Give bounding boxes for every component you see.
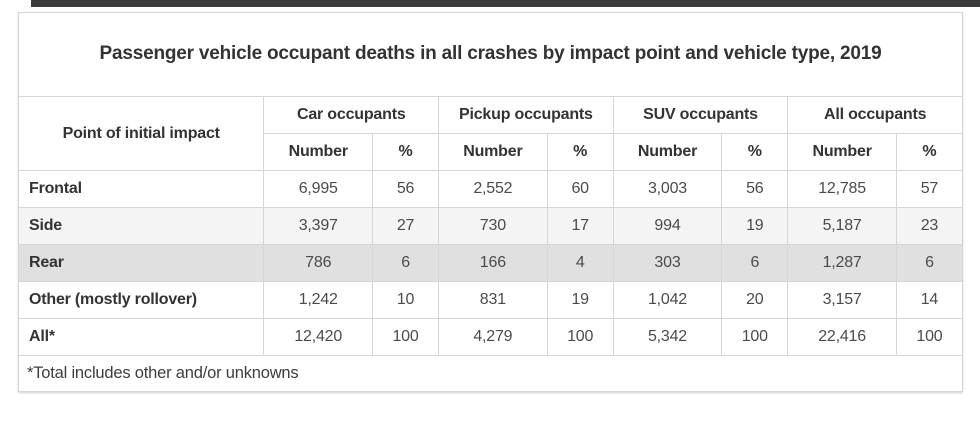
number-cell: 5,187 [787,207,897,245]
percent-cell: 6 [721,244,789,282]
number-cell: 12,785 [787,170,897,208]
row-label: Frontal [17,170,265,208]
footnote-row: *Total includes other and/or unknowns [18,355,963,392]
number-cell: 5,342 [612,318,723,356]
percent-cell: 10 [371,281,440,319]
percent-cell: 4 [546,244,614,282]
number-cell: 3,003 [612,170,723,208]
column-group-header-row: Point of initial impact Car occupants Pi… [17,96,963,171]
percent-cell: 17 [546,207,614,245]
number-cell: 303 [612,244,723,282]
number-cell: 2,552 [438,170,548,208]
subheader-number: Number [438,133,548,171]
subheader-percent: % [895,133,964,171]
table-row: Side 3,397 27 730 17 994 19 5,187 23 [17,207,964,245]
row-label: Other (mostly rollover) [17,281,265,319]
group-header-car: Car occupants [263,96,440,134]
subheader-percent: % [371,133,440,171]
percent-cell: 14 [895,281,964,319]
number-cell: 994 [612,207,723,245]
percent-cell: 6 [895,244,964,282]
sub-header-row: Number % Number % Number % Number % [19,133,964,171]
number-cell: 786 [263,244,373,282]
table-title: Passenger vehicle occupant deaths in all… [18,12,963,97]
percent-cell: 57 [895,170,964,208]
title-row: Passenger vehicle occupant deaths in all… [18,12,963,97]
subheader-percent: % [721,133,789,171]
group-header-suv: SUV occupants [612,96,789,134]
number-cell: 730 [438,207,548,245]
percent-cell: 19 [546,281,614,319]
number-cell: 6,995 [263,170,373,208]
number-cell: 22,416 [787,318,897,356]
row-label: Rear [17,244,265,282]
table-body: Frontal 6,995 56 2,552 60 3,003 56 12,785 57 Side… [17,170,964,356]
number-cell: 12,420 [263,318,373,356]
number-cell: 1,287 [787,244,897,282]
table-container: Passenger vehicle occupant deaths in all… [17,12,964,392]
number-cell: 1,042 [612,281,723,319]
percent-cell: 27 [371,207,440,245]
table-row: Rear 786 6 166 4 303 6 1,287 6 [17,244,964,282]
percent-cell: 56 [721,170,789,208]
table-row: Frontal 6,995 56 2,552 60 3,003 56 12,785 57 [17,170,964,208]
table-row: Other (mostly rollover) 1,242 10 831 19 1,042… [17,281,964,319]
deaths-by-impact-table: Passenger vehicle occupant deaths in all… [17,12,964,392]
group-header-pickup: Pickup occupants [438,96,614,134]
number-cell: 1,242 [263,281,373,319]
number-cell: 3,157 [787,281,897,319]
subheader-percent: % [546,133,614,171]
percent-cell: 100 [721,318,789,356]
subheader-number: Number [263,133,373,171]
table-footnote: *Total includes other and/or unknowns [18,355,963,392]
row-label: Side [17,207,265,245]
percent-cell: 56 [371,170,440,208]
number-cell: 166 [438,244,548,282]
subheader-number: Number [612,133,723,171]
top-divider-bar [31,0,980,7]
number-cell: 3,397 [263,207,373,245]
percent-cell: 6 [371,244,440,282]
table-row: All* 12,420 100 4,279 100 5,342 100 22,416 100 [17,318,964,356]
percent-cell: 20 [721,281,789,319]
percent-cell: 100 [371,318,440,356]
percent-cell: 100 [546,318,614,356]
number-cell: 831 [438,281,548,319]
percent-cell: 19 [721,207,789,245]
subheader-number: Number [787,133,897,171]
percent-cell: 23 [895,207,964,245]
percent-cell: 60 [546,170,614,208]
row-header-label: Point of initial impact [17,96,265,171]
number-cell: 4,279 [438,318,548,356]
row-label: All* [17,318,265,356]
percent-cell: 100 [895,318,964,356]
group-header-all: All occupants [787,96,963,134]
